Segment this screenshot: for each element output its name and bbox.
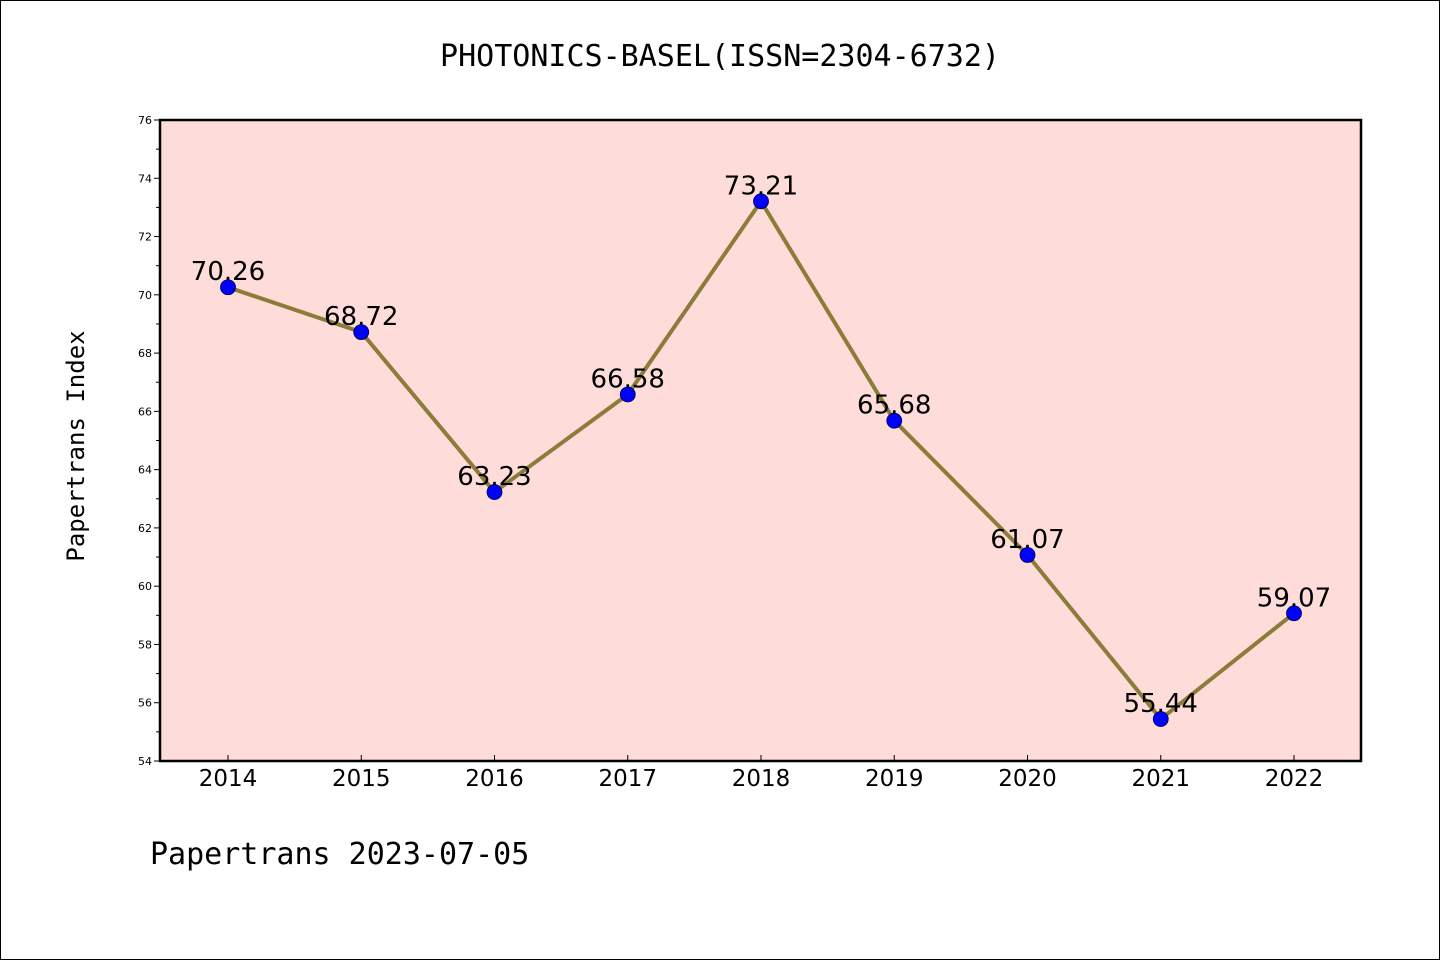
series xyxy=(220,193,1302,727)
x-tick-label: 2014 xyxy=(199,766,258,792)
data-point xyxy=(753,193,769,210)
data-point xyxy=(886,412,903,429)
data-point xyxy=(1019,547,1036,563)
y-tick-label: 74 xyxy=(138,172,152,185)
y-axis-label: Papertrans Index xyxy=(62,330,90,561)
data-label: 66.58 xyxy=(591,364,665,394)
chart-title: PHOTONICS-BASEL(ISSN=2304-6732) xyxy=(440,39,1000,74)
y-tick-label: 56 xyxy=(138,697,152,710)
y-tick-label: 58 xyxy=(138,638,152,651)
data-label: 73.21 xyxy=(724,171,798,201)
data-label: 59.07 xyxy=(1257,583,1331,613)
x-tick-label: 2015 xyxy=(332,766,391,792)
y-tick-label: 66 xyxy=(138,405,152,418)
footer-text: Papertrans 2023-07-05 xyxy=(150,837,529,872)
x-axis: 2014 2015 2016 2017 2018 2019 2020 2021 2022 xyxy=(199,755,1324,792)
y-tick-label: 62 xyxy=(138,522,152,535)
plot-area xyxy=(158,118,1363,763)
x-tick-label: 2021 xyxy=(1131,766,1190,792)
data-label: 65.68 xyxy=(857,391,931,421)
data-point xyxy=(486,484,503,500)
data-label: 70.26 xyxy=(191,257,265,287)
data-label: 68.72 xyxy=(324,302,398,332)
x-tick-label: 2018 xyxy=(732,766,791,792)
data-labels: 70.26 68.72 63.23 66.58 73.21 65.68 61.07 55.44… xyxy=(191,171,1331,719)
x-tick-label: 2019 xyxy=(865,766,924,792)
x-tick-label: 2016 xyxy=(465,766,524,792)
data-point xyxy=(1152,711,1169,727)
y-tick-label: 72 xyxy=(138,231,152,244)
y-tick-label: 54 xyxy=(138,755,152,768)
y-tick-label: 76 xyxy=(138,114,152,127)
data-point xyxy=(619,386,636,403)
x-tick-label: 2022 xyxy=(1265,766,1324,792)
data-point xyxy=(220,279,236,296)
y-axis: 54 56 58 60 62 64 66 68 70 72 74 76 xyxy=(138,114,160,768)
data-label: 55.44 xyxy=(1124,689,1198,719)
y-tick-label: 60 xyxy=(138,580,152,593)
data-point xyxy=(353,324,370,341)
x-tick-label: 2020 xyxy=(998,766,1057,792)
data-label: 63.23 xyxy=(457,462,531,492)
y-tick-label: 70 xyxy=(138,289,152,302)
data-point xyxy=(1286,605,1302,622)
data-label: 61.07 xyxy=(990,525,1064,555)
y-tick-label: 64 xyxy=(138,464,152,477)
x-tick-label: 2017 xyxy=(598,766,657,792)
y-tick-label: 68 xyxy=(138,347,152,360)
